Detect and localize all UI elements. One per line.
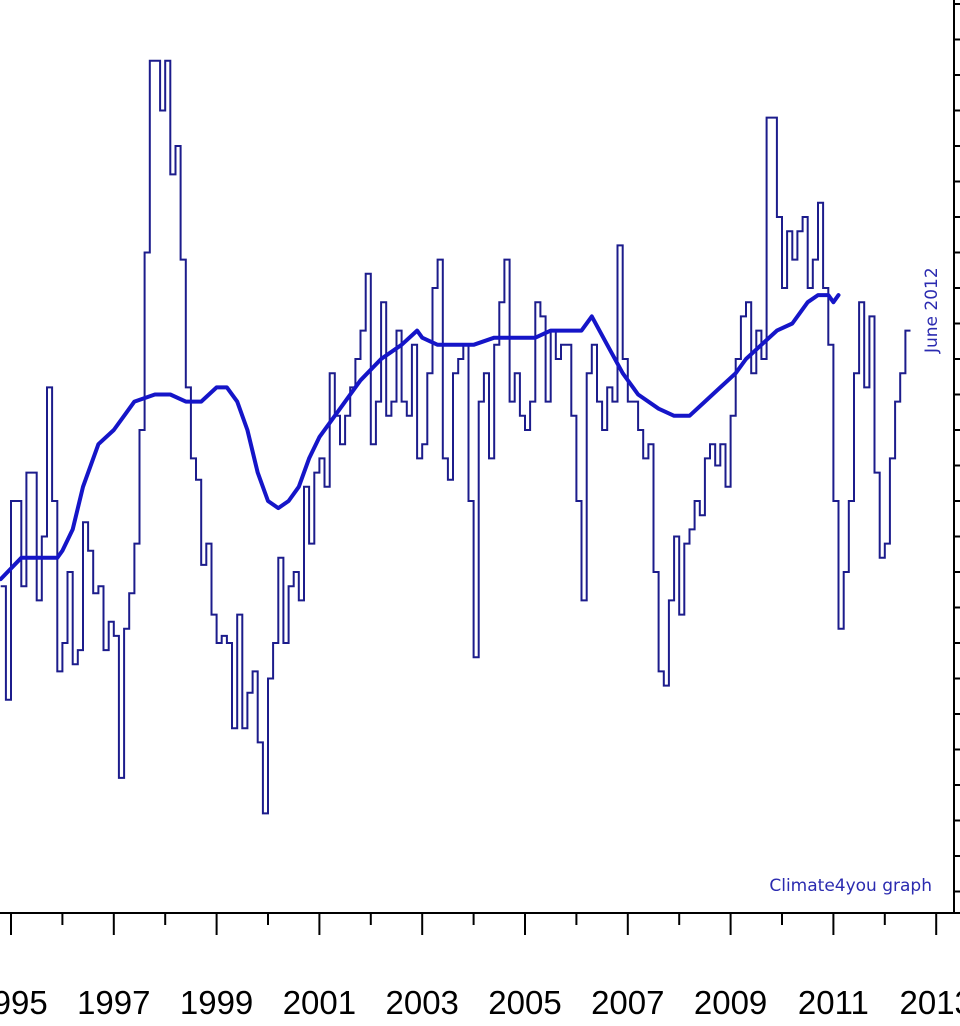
x-tick-label: 2005	[488, 984, 561, 1021]
x-tick-labels: 1995 1997 1999 2001 2003 2005 2007 2009 2011 2013	[0, 984, 960, 1021]
x-tick-label: 2011	[798, 984, 869, 1021]
x-tick-label: 2007	[591, 984, 664, 1021]
x-tick-label: 2013	[899, 984, 960, 1021]
x-tick-label: 1997	[77, 984, 150, 1021]
credit-annotation: Climate4you graph	[769, 876, 932, 896]
running-mean-line	[0, 293, 841, 582]
latest-month-annotation: June 2012	[922, 267, 942, 354]
x-tick-label: 2001	[283, 984, 356, 1021]
x-tick-label: 2003	[385, 984, 458, 1021]
x-tick-label: 1995	[0, 984, 48, 1021]
monthly-series-layer	[0, 59, 911, 815]
running-mean-layer	[0, 293, 841, 582]
x-tick-label: 2009	[694, 984, 767, 1021]
monthly-step-line	[0, 59, 911, 815]
x-tick-label: 1999	[180, 984, 253, 1021]
y-ticks	[954, 3, 960, 893]
x-ticks	[10, 913, 938, 935]
